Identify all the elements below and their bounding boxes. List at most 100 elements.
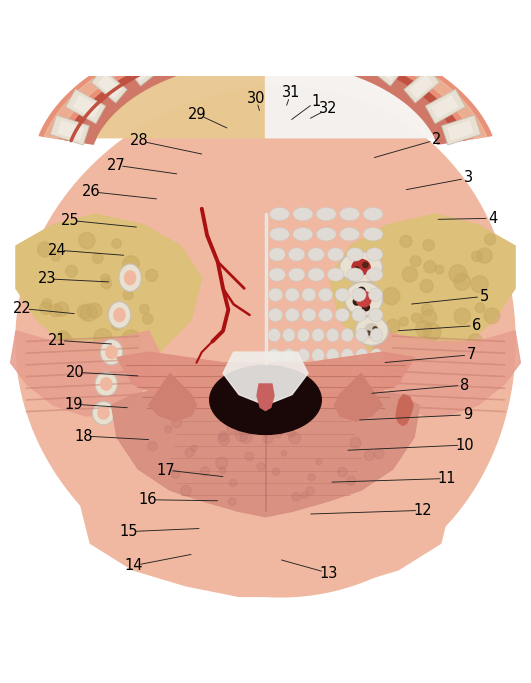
Polygon shape [335,374,382,421]
Circle shape [101,278,112,289]
Circle shape [234,407,245,419]
Ellipse shape [345,282,383,316]
Circle shape [87,303,102,318]
Circle shape [142,313,153,324]
Circle shape [412,313,422,323]
Ellipse shape [366,268,383,281]
Circle shape [263,434,273,443]
Circle shape [51,251,61,261]
Polygon shape [237,25,255,56]
Ellipse shape [365,324,379,338]
Ellipse shape [270,227,289,241]
Text: 27: 27 [106,158,125,173]
Polygon shape [241,31,251,51]
Polygon shape [127,57,149,80]
Text: 3: 3 [464,171,473,186]
Ellipse shape [370,348,383,362]
Circle shape [292,492,301,501]
Ellipse shape [270,208,289,221]
Circle shape [92,253,103,264]
Circle shape [112,320,122,330]
Ellipse shape [327,329,339,342]
Ellipse shape [340,208,359,221]
Circle shape [421,304,433,316]
Ellipse shape [316,208,336,221]
Circle shape [55,333,72,350]
Polygon shape [257,384,274,410]
Ellipse shape [268,308,282,322]
Circle shape [424,261,436,273]
Ellipse shape [356,348,368,362]
Circle shape [78,305,92,319]
Circle shape [454,308,470,324]
Polygon shape [39,27,492,140]
Circle shape [101,274,110,283]
Circle shape [191,445,197,451]
Text: 12: 12 [413,503,432,518]
Text: 32: 32 [319,101,337,116]
Text: 10: 10 [455,438,474,453]
Text: 13: 13 [319,566,337,581]
Circle shape [364,451,374,460]
Polygon shape [448,121,473,139]
Circle shape [472,251,482,262]
Circle shape [306,487,314,495]
Polygon shape [329,214,515,363]
Polygon shape [16,214,202,363]
Circle shape [218,434,230,445]
Ellipse shape [100,378,112,390]
Ellipse shape [124,271,136,285]
Circle shape [484,234,495,245]
Circle shape [281,451,287,456]
Text: 25: 25 [61,213,80,228]
Ellipse shape [347,248,363,261]
Circle shape [172,418,182,428]
Ellipse shape [100,339,123,365]
Ellipse shape [98,407,109,419]
Ellipse shape [312,329,324,342]
Circle shape [257,462,265,471]
Polygon shape [404,69,440,103]
Ellipse shape [297,348,310,362]
Text: 19: 19 [64,397,82,412]
Circle shape [383,288,400,305]
Ellipse shape [347,268,363,281]
Circle shape [216,457,228,469]
Polygon shape [50,115,89,145]
Ellipse shape [288,248,305,261]
Ellipse shape [369,308,383,322]
Ellipse shape [352,288,366,301]
Ellipse shape [285,288,299,301]
Circle shape [424,323,441,341]
Ellipse shape [340,227,359,241]
Polygon shape [316,36,330,57]
Ellipse shape [308,268,324,281]
Circle shape [113,319,123,328]
Circle shape [240,432,252,443]
Polygon shape [276,25,294,56]
Circle shape [358,288,365,294]
Polygon shape [58,121,83,139]
Circle shape [471,276,488,293]
Ellipse shape [92,402,115,425]
Polygon shape [97,62,266,138]
Ellipse shape [319,308,332,322]
Circle shape [292,415,302,426]
Circle shape [410,256,421,267]
Circle shape [453,274,470,290]
Polygon shape [351,45,368,66]
Polygon shape [372,331,520,416]
Circle shape [57,331,69,343]
Ellipse shape [106,346,117,359]
Circle shape [219,467,226,473]
Circle shape [449,265,467,283]
Polygon shape [11,331,159,416]
Ellipse shape [312,348,324,362]
Circle shape [228,498,236,505]
Ellipse shape [268,288,282,301]
Ellipse shape [327,248,344,261]
Circle shape [416,321,432,337]
Ellipse shape [366,248,383,261]
Circle shape [273,430,282,438]
Circle shape [350,438,361,448]
